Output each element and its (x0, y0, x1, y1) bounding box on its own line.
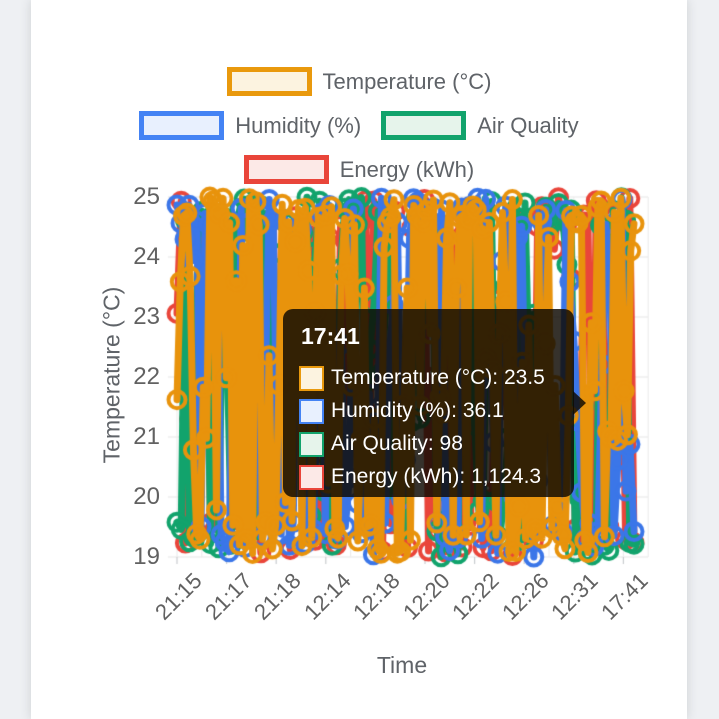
legend-item-temperature[interactable]: Temperature (°C) (226, 67, 492, 96)
x-axis-title: Time (376, 652, 428, 678)
legend-swatch-air-quality-icon (381, 111, 467, 140)
legend-item-air-quality[interactable]: Air Quality (381, 111, 579, 140)
legend-label-temperature: Temperature (°C) (322, 69, 492, 94)
legend-item-humidity[interactable]: Humidity (%) (139, 111, 361, 140)
legend-swatch-humidity-icon (139, 111, 225, 140)
tooltip-title: 17:41 (301, 323, 360, 349)
legend-label-air-quality: Air Quality (477, 113, 579, 138)
chart-card: Temperature (°C) Humidity (%) Air Qualit… (31, 0, 687, 719)
tooltip-item-temperature: Temperature (°C): 23.5 (299, 363, 560, 393)
legend-row-2: Humidity (%) Air Quality (31, 111, 687, 140)
y-tick-22: 22 (133, 363, 160, 390)
y-tick-21: 21 (133, 423, 160, 450)
tooltip-pointer-icon (573, 391, 586, 415)
y-tick-23: 23 (133, 303, 160, 330)
tooltip-item-air-quality: Air Quality: 98 (299, 429, 560, 459)
legend-label-humidity: Humidity (%) (235, 113, 362, 138)
tooltip-swatch-humidity-icon (299, 398, 324, 424)
y-tick-19: 19 (133, 543, 160, 570)
tooltip-item-humidity: Humidity (%): 36.1 (299, 396, 560, 426)
tooltip-swatch-temperature-icon (299, 365, 324, 391)
tooltip-text-energy: Energy (kWh): 1,124.3 (331, 465, 542, 488)
chart-tooltip: 17:41 Temperature (°C): 23.5 Humidity (%… (283, 309, 586, 497)
legend-swatch-temperature-icon (226, 67, 312, 96)
tooltip-text-air-quality: Air Quality: 98 (331, 432, 463, 455)
y-tick-20: 20 (133, 483, 160, 510)
chart-area: Temperature (°C) Time 25 24 23 22 21 20 … (31, 0, 687, 719)
tooltip-item-energy: Energy (kWh): 1,124.3 (299, 462, 560, 492)
tooltip-swatch-air-quality-icon (299, 431, 324, 457)
tooltip-text-humidity: Humidity (%): 36.1 (331, 399, 504, 422)
tooltip-swatch-energy-icon (299, 464, 324, 490)
y-tick-25: 25 (133, 183, 160, 210)
y-tick-24: 24 (133, 243, 160, 270)
tooltip-text-temperature: Temperature (°C): 23.5 (331, 366, 545, 389)
legend-row-1: Temperature (°C) (31, 67, 687, 96)
